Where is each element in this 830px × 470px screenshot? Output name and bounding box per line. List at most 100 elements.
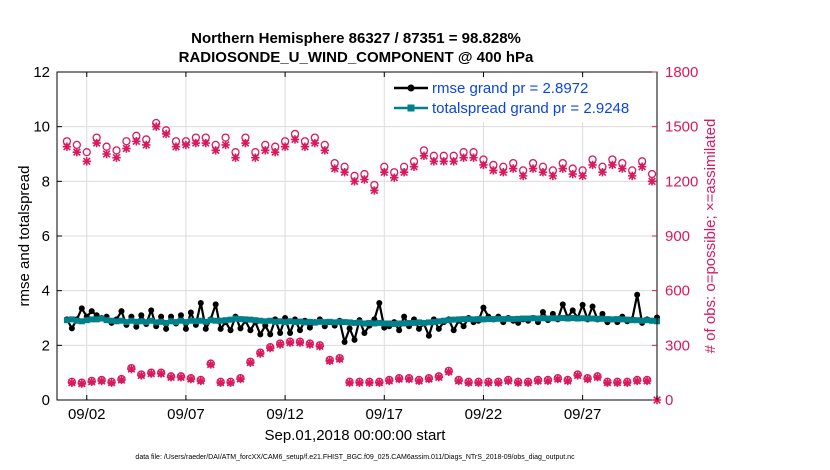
spread-point	[485, 316, 492, 323]
spread-point	[480, 316, 487, 323]
obs-assimilated-marker	[424, 374, 434, 384]
obs-assimilated-marker	[201, 138, 210, 148]
obs-assimilated-marker	[92, 138, 101, 148]
spread-point	[207, 317, 214, 324]
obs-possible-marker	[102, 142, 111, 151]
obs-assimilated-marker	[97, 376, 106, 386]
spread-point	[237, 316, 244, 323]
spread-point	[455, 316, 462, 323]
spread-point	[569, 315, 576, 321]
spread-point	[123, 319, 130, 326]
spread-point	[143, 319, 150, 326]
spread-point	[440, 317, 447, 324]
obs-assimilated-marker	[300, 142, 310, 151]
spread-point	[301, 319, 308, 326]
obs-assimilated-marker	[568, 169, 577, 179]
obs-assimilated-marker	[280, 142, 290, 151]
obs-assimilated-marker	[494, 378, 503, 387]
spread-point	[430, 319, 437, 326]
obs-assimilated-marker	[216, 378, 225, 387]
legend-box	[390, 78, 652, 122]
rmse-point	[287, 330, 294, 337]
rmse-point	[579, 301, 586, 308]
y2-tick-label: 600	[665, 283, 690, 300]
spread-point	[138, 318, 145, 325]
obs-assimilated-marker	[266, 343, 275, 353]
obs-assimilated-marker	[290, 135, 300, 144]
obs-assimilated-marker	[588, 160, 597, 170]
obs-assimilated-marker	[236, 374, 245, 384]
rmse-point	[415, 325, 422, 332]
x-tick-label: 09/12	[266, 406, 304, 423]
rmse-point	[217, 325, 224, 332]
obs-assimilated-marker	[241, 138, 250, 148]
y-tick-label: 2	[42, 337, 50, 354]
spread-point	[505, 315, 512, 322]
obs-assimilated-marker	[350, 177, 359, 186]
spread-point	[247, 316, 254, 323]
spread-point	[475, 316, 482, 323]
spread-point	[614, 316, 621, 323]
spread-point	[197, 317, 204, 324]
spread-point	[381, 320, 388, 327]
rmse-point	[212, 301, 219, 308]
spread-point	[227, 316, 234, 323]
obs-assimilated-marker	[295, 338, 305, 347]
obs-assimilated-marker	[593, 373, 602, 382]
obs-assimilated-marker	[305, 340, 315, 349]
y2-tick-label: 900	[665, 228, 690, 245]
obs-count-layer	[62, 118, 662, 405]
rmse-point	[396, 327, 403, 334]
spread-point	[177, 317, 184, 324]
obs-assimilated-marker	[628, 171, 637, 181]
rmse-point	[480, 304, 487, 311]
obs-assimilated-marker	[409, 162, 419, 171]
spread-point	[336, 318, 343, 325]
obs-assimilated-marker	[77, 379, 86, 388]
obs-assimilated-marker	[112, 153, 121, 162]
rmse-point	[569, 307, 576, 314]
spread-point	[168, 318, 175, 325]
spread-point	[282, 319, 289, 326]
obs-assimilated-marker	[583, 374, 592, 384]
spread-point	[356, 319, 363, 326]
obs-assimilated-marker	[399, 168, 409, 177]
obs-assimilated-marker	[320, 146, 329, 155]
x-tick-label: 09/02	[68, 406, 106, 423]
rmse-point	[257, 331, 264, 338]
spread-point	[108, 317, 115, 324]
spread-point	[148, 317, 155, 324]
spread-point	[316, 318, 323, 325]
spread-point	[391, 321, 398, 328]
y-tick-label: 6	[42, 228, 50, 245]
spread-point	[346, 319, 353, 326]
obs-assimilated-marker	[196, 376, 206, 386]
spread-point	[539, 315, 546, 322]
spread-point	[376, 319, 383, 326]
obs-assimilated-marker	[251, 153, 260, 162]
spread-point	[68, 316, 75, 323]
obs-assimilated-marker	[508, 164, 518, 173]
x-axis-label: Sep.01,2018 00:00:00 start	[265, 427, 447, 444]
spread-point	[425, 319, 432, 326]
spread-point	[78, 318, 85, 325]
spread-point	[306, 318, 313, 325]
y-tick-label: 4	[42, 283, 50, 300]
obs-assimilated-marker	[553, 374, 563, 384]
obs-assimilated-marker	[186, 374, 196, 384]
obs-assimilated-marker	[603, 378, 612, 387]
spread-point	[624, 316, 631, 323]
spread-point	[173, 319, 180, 326]
spread-point	[252, 317, 259, 324]
spread-point	[619, 316, 626, 323]
rmse-point	[138, 312, 145, 319]
spread-point	[118, 317, 125, 324]
spread-point	[98, 315, 105, 322]
rmse-point	[202, 325, 209, 332]
spread-point	[644, 317, 651, 324]
spread-point	[609, 316, 616, 323]
rmse-point	[539, 308, 546, 315]
rmse-point	[376, 299, 383, 306]
spread-point	[589, 315, 596, 322]
